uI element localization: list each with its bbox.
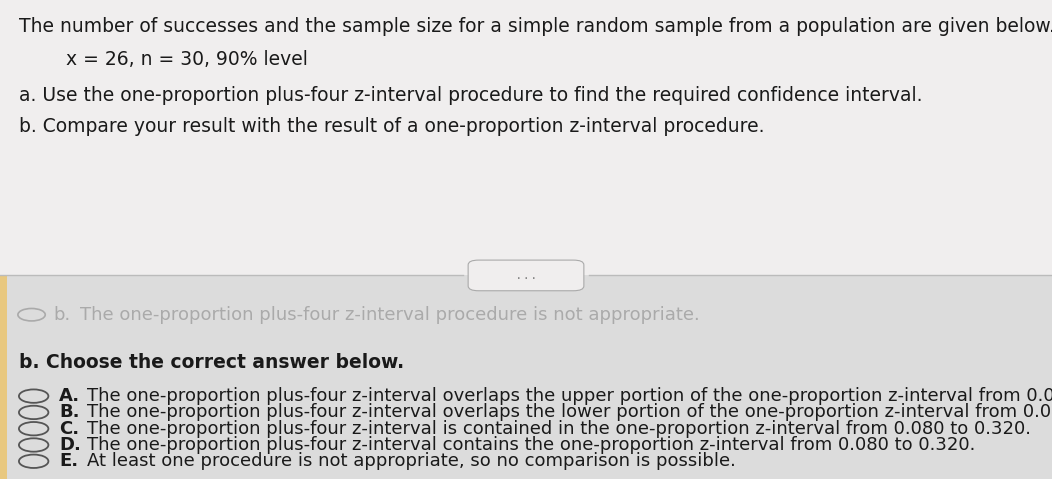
Text: a. Use the one-proportion plus-four z-interval procedure to find the required co: a. Use the one-proportion plus-four z-in…: [19, 86, 923, 105]
Text: ...: ...: [514, 269, 538, 282]
Text: The one-proportion plus-four z-interval is contained in the one-proportion z-int: The one-proportion plus-four z-interval …: [87, 420, 1031, 438]
Text: x = 26, n = 30, 90% level: x = 26, n = 30, 90% level: [66, 50, 308, 69]
FancyBboxPatch shape: [468, 260, 584, 291]
Text: B.: B.: [59, 403, 79, 422]
Text: At least one procedure is not appropriate, so no comparison is possible.: At least one procedure is not appropriat…: [87, 452, 736, 470]
Bar: [0, 275, 1052, 479]
Text: E.: E.: [59, 452, 78, 470]
Text: b. Compare your result with the result of a one-proportion z-interval procedure.: b. Compare your result with the result o…: [19, 117, 765, 137]
Text: C.: C.: [59, 420, 79, 438]
Text: A.: A.: [59, 387, 80, 405]
Text: b. Choose the correct answer below.: b. Choose the correct answer below.: [19, 353, 404, 372]
Text: b.: b.: [54, 306, 70, 324]
Text: D.: D.: [59, 436, 81, 454]
Text: The one-proportion plus-four z-interval overlaps the lower portion of the one-pr: The one-proportion plus-four z-interval …: [87, 403, 1052, 422]
Bar: [0, 0, 1052, 275]
Text: The one-proportion plus-four z-interval overlaps the upper portion of the one-pr: The one-proportion plus-four z-interval …: [87, 387, 1052, 405]
Bar: [0, 275, 7, 479]
Text: The one-proportion plus-four z-interval contains the one-proportion z-interval f: The one-proportion plus-four z-interval …: [87, 436, 975, 454]
Text: The one-proportion plus-four z-interval procedure is not appropriate.: The one-proportion plus-four z-interval …: [80, 306, 700, 324]
Text: The number of successes and the sample size for a simple random sample from a po: The number of successes and the sample s…: [19, 17, 1052, 36]
